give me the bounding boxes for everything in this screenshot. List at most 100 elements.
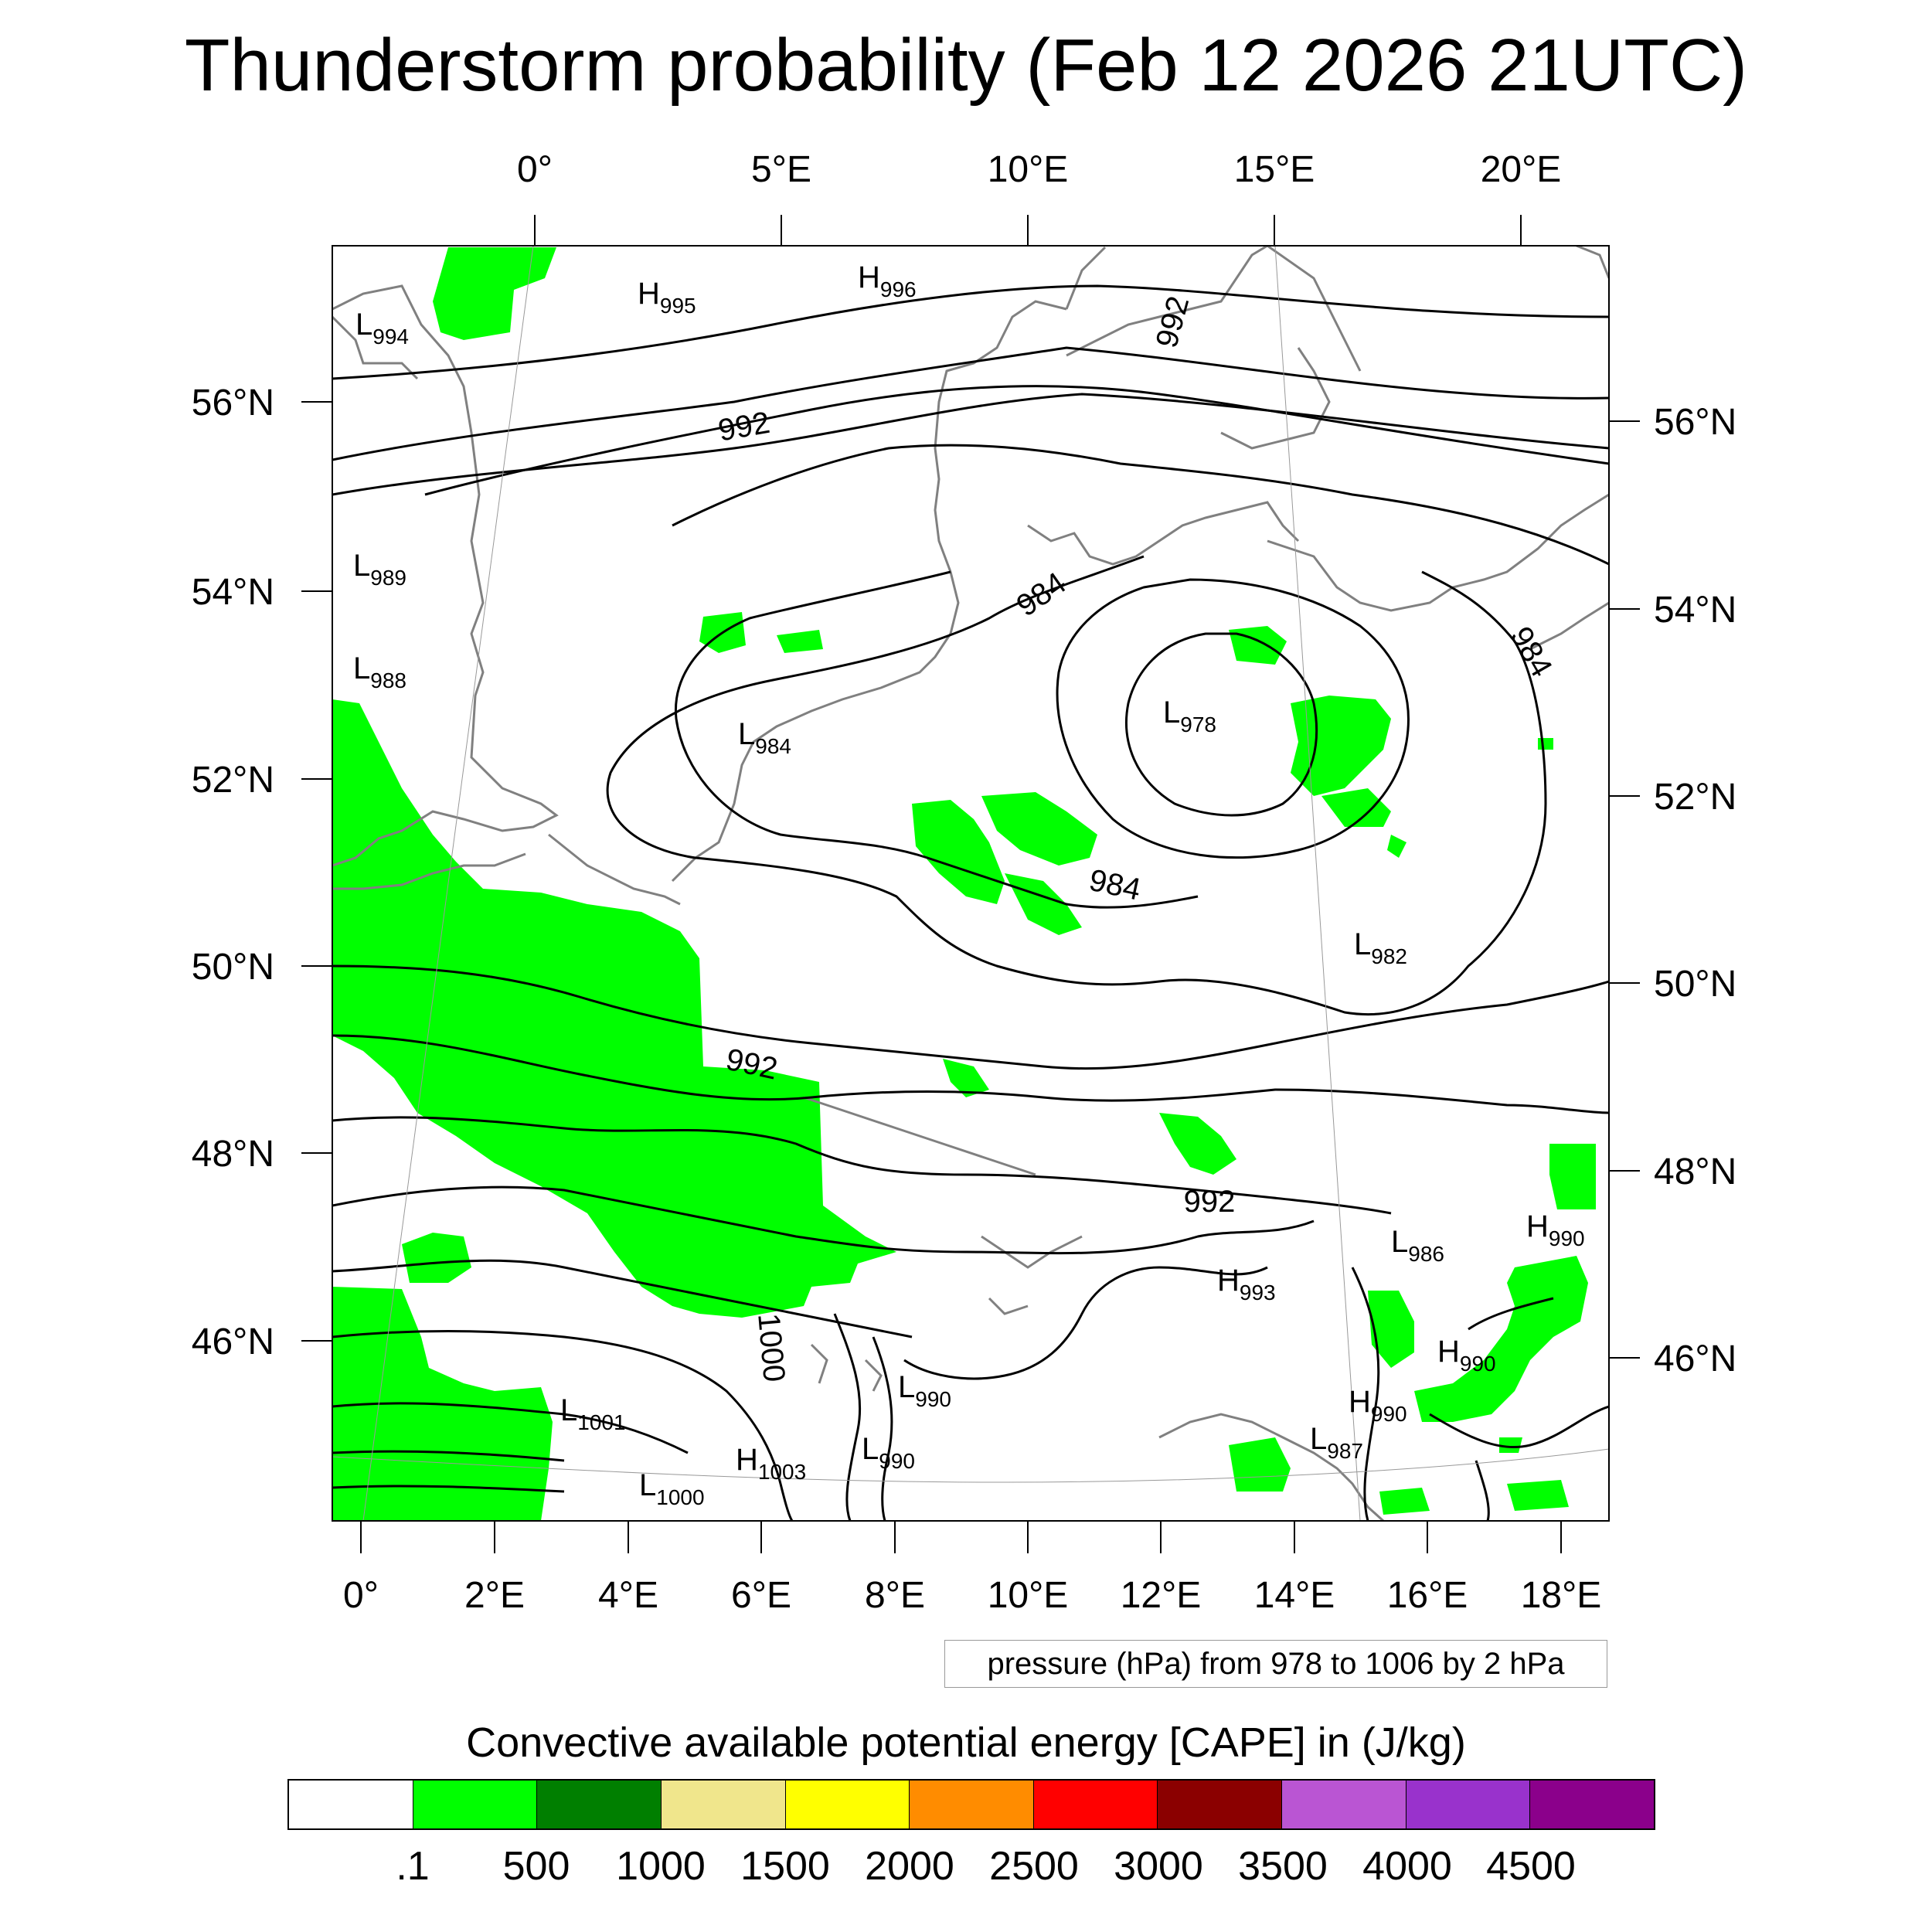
colorbar-swatch	[1406, 1781, 1531, 1828]
colorbar-label: 1500	[740, 1844, 830, 1889]
contour-label: 1000	[751, 1312, 791, 1383]
cape-region-north-sea	[433, 247, 556, 340]
meridian-0	[362, 246, 534, 1521]
pressure-center-label: H990	[1526, 1209, 1585, 1250]
left-lat-label: 52°N	[192, 760, 274, 801]
coast-baltic-east	[1529, 601, 1609, 651]
cape-region-poland-3	[1321, 788, 1391, 827]
isobar-north-1	[332, 284, 1609, 380]
pressure-center-label: H1003	[736, 1443, 806, 1484]
coast-adriatic	[1158, 1413, 1385, 1521]
right-lat-label: 48°N	[1654, 1151, 1736, 1192]
right-lat-labels: 56°N 54°N 52°N 50°N 48°N 46°N	[1654, 402, 1736, 1379]
colorbar-swatch	[537, 1781, 662, 1828]
isobar-mid-3	[332, 1116, 1392, 1215]
isobar-east-4	[1468, 1297, 1554, 1331]
cape-region-germany-1	[912, 800, 1005, 904]
isobar-south-3	[332, 1450, 565, 1462]
pressure-center-label: H990	[1349, 1385, 1407, 1426]
colorbar-swatch	[1158, 1781, 1283, 1828]
coast-sweden-south	[1066, 246, 1331, 450]
map-plot-area	[332, 246, 1609, 1521]
bottom-lon-label: 12°E	[1121, 1575, 1202, 1616]
coast-uk-scotland	[332, 315, 419, 380]
isobar-alps-3	[903, 1266, 1268, 1380]
pressure-center-label: L1001	[560, 1393, 626, 1434]
pressure-center-label: L1000	[639, 1468, 705, 1509]
page-title: Thunderstorm probability (Feb 12 2026 21…	[184, 24, 1748, 107]
bottom-lon-label: 6°E	[731, 1575, 791, 1616]
cape-region-germany-2	[981, 792, 1097, 866]
coast-uk-east	[332, 284, 559, 867]
colorbar-label: 4500	[1486, 1844, 1576, 1889]
colorbar-label: .1	[396, 1844, 430, 1889]
pressure-center-label: H995	[638, 277, 696, 318]
cape-region-east-5	[1379, 1488, 1430, 1515]
cape-region-east-4	[1229, 1437, 1291, 1492]
colorbar-swatch	[413, 1781, 538, 1828]
isobar-east-2	[1429, 1405, 1609, 1449]
pressure-center-label: L988	[353, 651, 406, 692]
top-lon-label: 15°E	[1234, 149, 1315, 190]
graticule	[332, 246, 1609, 1521]
left-lat-label: 48°N	[192, 1134, 274, 1175]
left-lat-label: 50°N	[192, 947, 274, 988]
coast-benelux	[671, 633, 952, 883]
colorbar	[287, 1779, 1655, 1830]
isobar-984-inner	[674, 570, 1199, 909]
colorbar-swatch	[1530, 1781, 1655, 1828]
colorbar-swatch	[289, 1781, 413, 1828]
bottom-lon-label: 0°	[343, 1575, 379, 1616]
border-central-europe	[803, 1096, 1083, 1269]
cape-region-germany-3	[1005, 873, 1082, 935]
pressure-center-label: H990	[1437, 1335, 1496, 1376]
top-lon-label: 5°E	[751, 149, 811, 190]
bottom-lon-label: 16°E	[1387, 1575, 1468, 1616]
top-lon-label: 10°E	[988, 149, 1069, 190]
isobar-alps-2	[872, 1336, 893, 1521]
isobar-mid-2	[332, 1034, 1609, 1114]
coast-lakes-alps	[810, 1297, 1029, 1392]
cape-region-poland-4	[1387, 835, 1406, 858]
pressure-center-label: L986	[1391, 1225, 1444, 1266]
isobar-low-east-2	[1125, 632, 1318, 817]
isobar-north-3	[332, 393, 1609, 496]
bottom-lon-label: 10°E	[988, 1575, 1069, 1616]
cape-region-east-2	[1414, 1256, 1588, 1422]
right-lat-label: 52°N	[1654, 777, 1736, 818]
left-lat-labels: 56°N 54°N 52°N 50°N 48°N 46°N	[192, 383, 274, 1362]
bottom-lon-label: 18°E	[1521, 1575, 1602, 1616]
cape-region-east-3	[1368, 1291, 1414, 1368]
coast-germany-north	[934, 300, 1067, 634]
colorbar-swatch	[785, 1781, 910, 1828]
cape-region-west	[332, 699, 896, 1318]
cape-region-southwest-small	[402, 1233, 471, 1283]
isobar-984-outer	[606, 555, 1547, 1015]
isobar-south-2	[332, 1402, 689, 1454]
left-lat-label: 54°N	[192, 572, 274, 613]
colorbar-label: 3000	[1114, 1844, 1203, 1889]
cape-region-east-6	[1507, 1480, 1569, 1511]
isobar-992-loop	[672, 444, 1609, 566]
top-lon-label: 0°	[517, 149, 553, 190]
pressure-center-label: L978	[1163, 696, 1216, 736]
top-axis-ticks	[534, 215, 1522, 246]
colorbar-swatch	[910, 1781, 1034, 1828]
colorbar-label: 500	[502, 1844, 570, 1889]
right-lat-label: 46°N	[1654, 1338, 1736, 1379]
pressure-center-label: L989	[353, 549, 406, 590]
pressure-center-label: L987	[1310, 1422, 1363, 1463]
right-axis-ticks	[1609, 420, 1640, 1359]
isobar-1000	[332, 1330, 794, 1521]
isobar-mid-4	[332, 1185, 1315, 1255]
colorbar-label: 2000	[865, 1844, 954, 1889]
right-lat-label: 50°N	[1654, 964, 1736, 1005]
pressure-center-label: L994	[355, 308, 409, 349]
cape-region-east-1	[1549, 1144, 1596, 1209]
isobars	[332, 284, 1609, 1521]
isobar-north-2	[332, 346, 1609, 461]
colorbar-labels: .1 500 1000 1500 2000 2500 3000 3500 400…	[0, 1839, 1932, 1893]
cape-region-dutch-2	[777, 630, 823, 653]
colorbar-label: 3500	[1238, 1844, 1328, 1889]
